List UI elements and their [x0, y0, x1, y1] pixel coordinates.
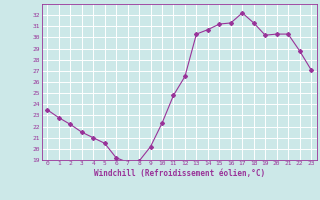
X-axis label: Windchill (Refroidissement éolien,°C): Windchill (Refroidissement éolien,°C) — [94, 169, 265, 178]
